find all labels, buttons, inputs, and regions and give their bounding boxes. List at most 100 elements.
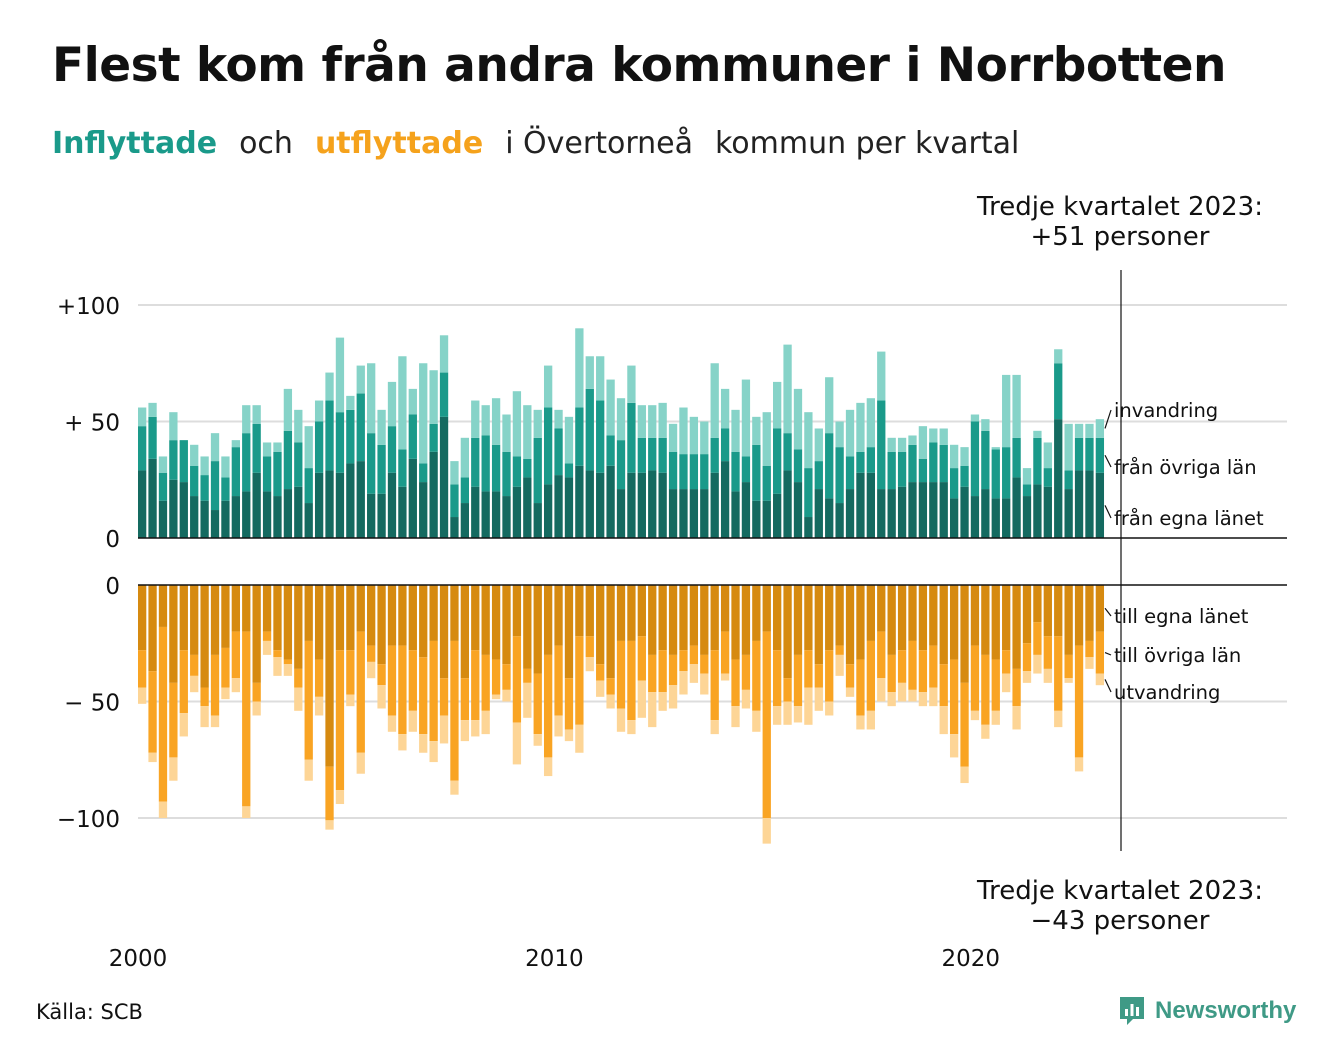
bar-in-segment: [637, 405, 646, 438]
bar-out-segment: [741, 654, 751, 690]
bar-out-segment: [450, 585, 459, 641]
bar-in-segment: [398, 486, 407, 538]
bar-in-segment: [356, 365, 365, 394]
bar-out-segment: [138, 687, 147, 704]
bar-out-segment: [700, 654, 709, 674]
bar-in-segment: [845, 489, 855, 538]
bar-out-segment: [408, 650, 417, 711]
bar-in-segment: [471, 486, 480, 538]
subtitle: Inflyttade och utflyttade i Övertorneå kommu…: [52, 126, 1019, 161]
bar-out-segment: [512, 585, 522, 637]
series-label-in: från egna länet: [1114, 507, 1264, 530]
bar-out-segment: [1095, 631, 1105, 674]
bar-out-segment: [804, 687, 813, 725]
bar-out-segment: [304, 759, 313, 781]
bar-out-segment: [710, 585, 719, 651]
bar-out-segment: [450, 640, 459, 781]
bar-out-segment: [273, 657, 282, 676]
bar-out-segment: [575, 724, 584, 753]
bar-in-segment: [190, 444, 199, 466]
x-tick: 2000: [109, 946, 168, 972]
bar-in-segment: [866, 472, 875, 538]
bar-out-segment: [190, 675, 199, 693]
bar-in-segment: [356, 461, 365, 538]
bar-out-segment: [606, 585, 615, 679]
bar-in-segment: [908, 444, 917, 483]
bar-in-segment: [169, 479, 178, 538]
bar-out-segment: [929, 687, 938, 707]
bar-in-segment: [658, 437, 667, 473]
bar-in-segment: [679, 407, 688, 455]
bar-out-segment: [897, 650, 907, 683]
bar-out-segment: [179, 650, 188, 714]
bar-out-segment: [845, 687, 855, 697]
bar-out-segment: [314, 585, 324, 660]
bar-in-segment: [252, 472, 261, 538]
bar-in-segment: [1033, 437, 1042, 485]
bar-out-segment: [1033, 585, 1042, 623]
bar-in-segment: [533, 409, 542, 438]
brand[interactable]: Newsworthy: [1117, 994, 1296, 1028]
bar-out-segment: [991, 659, 1000, 711]
bar-in-segment: [856, 402, 865, 452]
bar-out-segment: [710, 720, 719, 735]
bar-in-segment: [720, 388, 730, 429]
annotation-bottom-line1: Tredje kvartalet 2023:: [977, 876, 1263, 906]
bar-out-segment: [658, 585, 667, 651]
bar-out-segment: [741, 689, 751, 709]
bar-out-segment: [398, 585, 407, 646]
annotation-top-line2: +51 personer: [1030, 222, 1210, 252]
bar-out-segment: [856, 715, 865, 730]
bar-out-segment: [439, 715, 449, 744]
bar-in-segment: [1033, 430, 1042, 438]
bar-in-segment: [158, 500, 168, 538]
bar-in-segment: [138, 407, 147, 427]
bar-out-segment: [845, 664, 855, 688]
bar-out-segment: [543, 654, 553, 758]
bar-in-segment: [949, 468, 959, 499]
bar-out-segment: [606, 694, 615, 709]
bar-in-segment: [419, 363, 428, 464]
bar-out-segment: [679, 671, 688, 695]
bar-out-segment: [179, 585, 188, 651]
bar-out-segment: [1095, 673, 1105, 686]
bar-in-segment: [710, 437, 719, 473]
bar-in-segment: [814, 461, 823, 490]
bar-out-segment: [731, 706, 740, 728]
series-label-out: till egna länet: [1114, 605, 1249, 628]
bar-in-segment: [564, 416, 574, 464]
bar-in-segment: [273, 496, 282, 538]
bar-in-segment: [637, 472, 646, 538]
bar-in-segment: [1095, 472, 1105, 538]
bar-out-segment: [252, 701, 261, 716]
bar-in-segment: [1064, 470, 1073, 490]
bar-in-segment: [887, 437, 896, 452]
bar-out-segment: [1022, 671, 1032, 683]
bar-out-segment: [367, 661, 376, 679]
bar-in-segment: [1095, 419, 1105, 438]
bar-out-segment: [814, 585, 823, 665]
bar-in-segment: [1012, 374, 1021, 438]
bar-out-segment: [752, 640, 761, 711]
bar-in-segment: [169, 412, 178, 441]
bar-out-segment: [564, 585, 574, 679]
bar-in-segment: [460, 437, 470, 478]
bar-in-segment: [273, 451, 282, 497]
bar-out-segment: [543, 757, 553, 777]
bar-in-segment: [190, 496, 199, 538]
bar-in-segment: [231, 440, 240, 448]
bar-in-segment: [991, 447, 1000, 450]
bar-out-segment: [825, 585, 834, 651]
bar-out-segment: [210, 715, 220, 728]
bar-in-segment: [1002, 447, 1011, 499]
bar-out-segment: [908, 585, 917, 641]
bar-out-segment: [752, 710, 761, 732]
bar-out-segment: [460, 720, 470, 742]
series-labels: från egna länet från övriga län invandring…: [1104, 399, 1264, 704]
bar-in-segment: [606, 465, 615, 538]
bar-in-segment: [523, 477, 532, 538]
bar-in-segment: [283, 489, 293, 538]
bar-in-segment: [585, 388, 594, 471]
bar-out-segment: [1022, 643, 1032, 672]
bar-in-segment: [346, 463, 355, 538]
